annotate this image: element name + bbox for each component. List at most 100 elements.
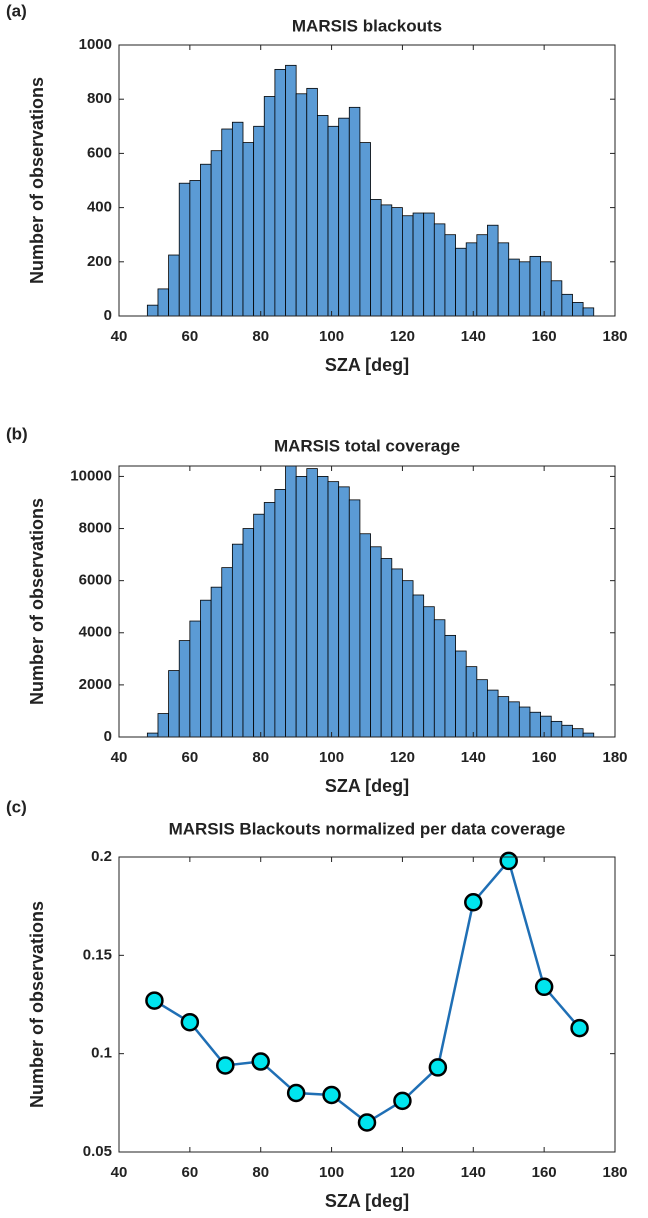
y-tick-label: 400 bbox=[87, 199, 112, 216]
bar bbox=[582, 732, 595, 738]
x-tick-label: 80 bbox=[252, 749, 269, 766]
bar bbox=[178, 182, 191, 317]
x-tick-label: 180 bbox=[602, 328, 627, 345]
marker bbox=[534, 977, 554, 997]
y-tick-label: 1000 bbox=[79, 36, 112, 53]
bar bbox=[338, 117, 350, 317]
panel-label: (c) bbox=[6, 797, 27, 816]
marker bbox=[180, 1012, 200, 1032]
bar bbox=[189, 620, 201, 738]
bar bbox=[295, 93, 308, 317]
x-tick-label: 180 bbox=[602, 749, 627, 766]
bar bbox=[402, 580, 414, 738]
x-tick-label: 140 bbox=[461, 328, 486, 345]
x-tick-label: 40 bbox=[111, 1164, 128, 1181]
bar bbox=[306, 87, 318, 317]
bar bbox=[189, 180, 201, 317]
bar bbox=[263, 502, 276, 738]
bar bbox=[200, 599, 212, 738]
x-tick-label: 100 bbox=[319, 1164, 344, 1181]
bar bbox=[529, 255, 542, 317]
bar bbox=[572, 302, 584, 317]
bar bbox=[455, 247, 467, 317]
y-tick-label: 0 bbox=[104, 728, 112, 745]
y-tick-label: 2000 bbox=[79, 676, 112, 693]
bar bbox=[433, 619, 446, 738]
chart-title: MARSIS total coverage bbox=[274, 436, 460, 455]
x-tick-label: 100 bbox=[319, 328, 344, 345]
bar bbox=[253, 125, 265, 317]
bar bbox=[455, 650, 467, 738]
x-tick-label: 60 bbox=[182, 749, 199, 766]
x-tick-label: 160 bbox=[532, 328, 557, 345]
bar bbox=[508, 701, 520, 738]
plot-box bbox=[118, 856, 616, 1153]
bar bbox=[380, 558, 393, 738]
bar bbox=[550, 720, 563, 738]
bar bbox=[487, 689, 499, 738]
plot-box bbox=[118, 465, 616, 738]
y-tick-label: 8000 bbox=[79, 520, 112, 537]
bar bbox=[221, 128, 233, 317]
bar bbox=[444, 634, 456, 738]
bar bbox=[285, 465, 297, 738]
x-tick-label: 140 bbox=[461, 749, 486, 766]
y-axis-label: Number of observations bbox=[27, 901, 47, 1108]
bar bbox=[550, 280, 563, 317]
bar bbox=[465, 666, 478, 738]
bar bbox=[402, 215, 414, 317]
bar bbox=[200, 163, 212, 317]
bar bbox=[476, 679, 488, 738]
bar bbox=[412, 594, 425, 738]
bar bbox=[476, 234, 488, 317]
bar bbox=[253, 513, 265, 738]
x-tick-label: 60 bbox=[182, 1164, 199, 1181]
bar bbox=[359, 142, 371, 317]
bar bbox=[295, 476, 308, 738]
y-tick-label: 4000 bbox=[79, 624, 112, 641]
marker bbox=[464, 892, 483, 912]
bar bbox=[465, 242, 478, 317]
x-tick-label: 180 bbox=[602, 1164, 627, 1181]
y-tick-label: 0.05 bbox=[83, 1143, 112, 1160]
bar bbox=[338, 486, 350, 738]
x-tick-label: 40 bbox=[111, 749, 128, 766]
y-axis-label: Number of observations bbox=[27, 77, 47, 284]
bar bbox=[316, 476, 329, 738]
x-tick-label: 120 bbox=[390, 749, 415, 766]
chart-title: MARSIS blackouts bbox=[292, 16, 442, 35]
x-tick-label: 120 bbox=[390, 328, 415, 345]
bar bbox=[508, 258, 520, 317]
bar bbox=[572, 728, 584, 738]
bar bbox=[327, 125, 340, 317]
line bbox=[153, 858, 581, 1125]
panel-label: (a) bbox=[6, 1, 27, 20]
bar bbox=[274, 68, 286, 317]
y-tick-label: 0.1 bbox=[91, 1045, 112, 1062]
bar bbox=[221, 567, 233, 738]
bar bbox=[529, 711, 542, 738]
marker bbox=[145, 991, 164, 1010]
bar bbox=[306, 468, 318, 738]
x-tick-label: 60 bbox=[182, 328, 199, 345]
bar bbox=[423, 212, 435, 317]
bar bbox=[231, 121, 244, 317]
x-tick-label: 140 bbox=[461, 1164, 486, 1181]
y-tick-label: 600 bbox=[87, 144, 112, 161]
bar bbox=[146, 732, 159, 738]
bar bbox=[146, 304, 159, 317]
bar bbox=[285, 64, 297, 317]
bar bbox=[348, 499, 361, 738]
bar bbox=[242, 142, 255, 317]
bar bbox=[168, 254, 180, 317]
bar bbox=[518, 261, 531, 317]
y-axis-label: Number of observations bbox=[27, 498, 47, 705]
bar bbox=[210, 586, 223, 738]
y-tick-label: 200 bbox=[87, 253, 112, 270]
y-tick-label: 800 bbox=[87, 90, 112, 107]
bar bbox=[540, 715, 552, 738]
bar bbox=[582, 307, 595, 317]
bar bbox=[518, 706, 531, 738]
marker bbox=[251, 1052, 270, 1071]
